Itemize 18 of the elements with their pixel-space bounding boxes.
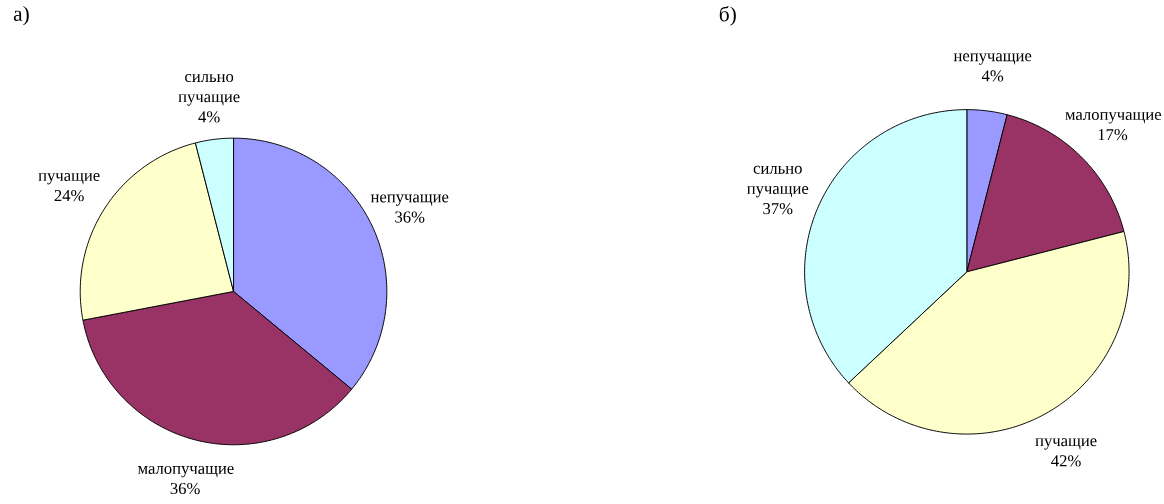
data-label: 4% bbox=[981, 70, 1004, 82]
slice-label: сильно пучащие bbox=[747, 165, 809, 198]
data-label: 4% bbox=[198, 110, 220, 123]
slice-label: малопучащие bbox=[137, 465, 234, 478]
data-label: 36% bbox=[395, 211, 425, 223]
data-label: 37% bbox=[763, 202, 793, 215]
slice-label: пучащие bbox=[38, 172, 100, 185]
chart-title: а) bbox=[13, 5, 29, 26]
data-label: 42% bbox=[1051, 454, 1081, 467]
slice-label: сильно пучащие bbox=[178, 73, 240, 106]
data-label: 17% bbox=[1098, 128, 1128, 141]
slice-label: непучащие bbox=[953, 53, 1032, 65]
data-label: 36% bbox=[170, 482, 200, 494]
chart-title: б) bbox=[719, 5, 736, 26]
slice-label: малопучащие bbox=[1065, 111, 1162, 124]
slice-label: пучащие bbox=[1035, 438, 1097, 450]
slice-label: непучащие bbox=[370, 194, 449, 206]
data-label: 24% bbox=[54, 189, 84, 202]
